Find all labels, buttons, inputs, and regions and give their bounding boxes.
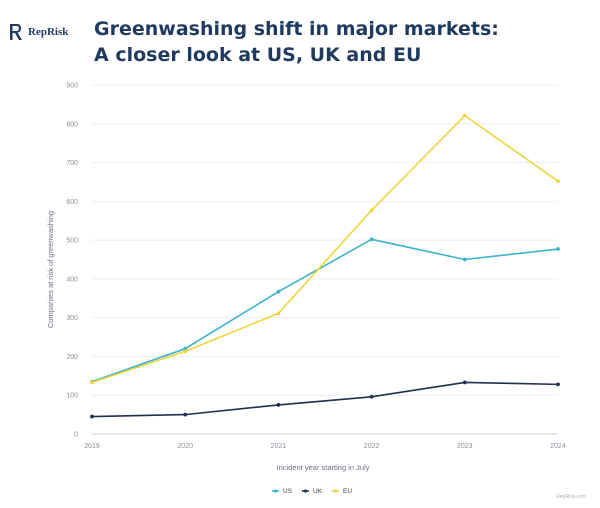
series-line-eu [91,114,559,384]
y-axis-ticks: 0 100 200 300 400 500 600 700 800 900 [66,83,78,439]
x-tick-label: 2023 [457,443,473,450]
data-point-us [462,257,467,262]
y-tick-label: 100 [66,393,78,400]
data-point-uk [276,403,281,407]
legend-marker-uk [303,489,308,493]
x-tick-label: 2022 [364,443,380,450]
x-tick-label: 2020 [177,443,193,450]
series-group [90,113,560,419]
x-axis-label: Incident year starting in July [277,463,370,472]
legend-marker-eu [333,489,338,493]
source-credit: RepRisk.com [556,494,586,500]
data-point-us [276,289,281,294]
legend: US UK EU [272,488,352,495]
y-tick-label: 300 [66,315,78,322]
y-tick-label: 400 [66,276,78,283]
data-point-eu [276,311,281,316]
data-point-eu [369,208,374,213]
series-line-us [91,238,559,383]
data-point-us [183,346,188,351]
legend-marker-us [273,489,278,493]
x-tick-label: 2019 [84,443,100,450]
chart-title: Greenwashing shift in major markets: A c… [94,16,499,68]
data-point-uk [462,380,467,385]
data-point-eu [183,349,188,354]
data-point-uk [369,394,374,399]
reprisk-logo: RepRisk [8,22,68,42]
y-tick-label: 200 [66,354,78,361]
chart-title-line-2: A closer look at US, UK and EU [94,44,422,66]
y-tick-label: 900 [66,83,78,90]
x-tick-label: 2021 [271,443,287,450]
data-point-eu [90,380,94,385]
y-tick-label: 500 [66,238,78,245]
x-tick-label: 2024 [550,443,566,450]
gridlines [92,84,558,435]
series-line-uk [91,381,559,418]
y-tick-label: 700 [66,160,78,167]
legend-label-uk: UK [313,488,323,495]
x-axis-ticks: 2019 2020 2021 2022 2023 2024 [84,443,566,450]
data-point-eu [556,179,560,184]
y-axis-label: Companies at risk of greenwashing [46,211,55,328]
y-tick-label: 600 [66,199,78,206]
data-point-eu [462,113,467,118]
legend-label-us: US [283,488,293,495]
data-point-us [369,237,374,242]
y-tick-label: 800 [66,121,78,128]
brand-name: RepRisk [28,26,69,38]
data-point-uk [90,414,94,419]
y-tick-label: 0 [74,432,78,439]
data-point-uk [183,412,188,417]
data-point-uk [556,382,560,387]
legend-label-eu: EU [343,488,352,495]
chart-title-line-1: Greenwashing shift in major markets: [94,18,499,40]
data-point-us [556,247,560,251]
reprisk-logo-icon [10,24,22,40]
